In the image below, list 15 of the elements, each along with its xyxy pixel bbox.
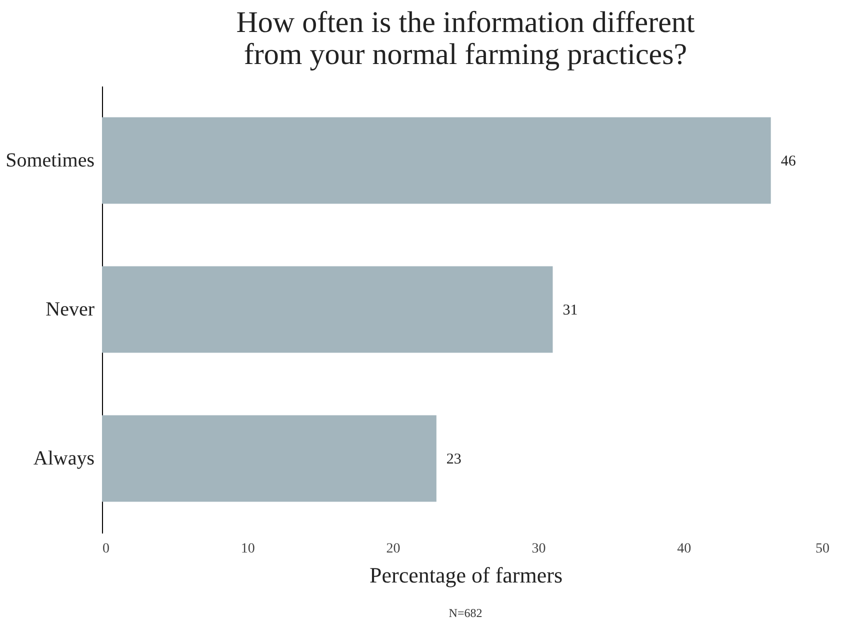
chart-title: How often is the information different from your normal farming practices? <box>236 6 696 71</box>
text: N=682 <box>448 606 482 620</box>
y-tick-label: Always <box>33 448 95 470</box>
x-tick-label: 30 <box>532 542 546 556</box>
data-label: 31 <box>562 302 578 318</box>
x-tick-label: 40 <box>677 542 692 556</box>
x-tick-label: 10 <box>240 542 255 556</box>
x-tick-label: 0 <box>102 542 110 556</box>
x-tick-label: 20 <box>386 542 400 556</box>
x-axis-title: Percentage of farmers <box>369 562 563 588</box>
y-tick-label: Never <box>46 298 95 320</box>
data-label: 46 <box>780 154 796 170</box>
y-tick-label: Sometimes <box>6 150 95 172</box>
x-tick-label: 50 <box>816 542 830 556</box>
data-label: 23 <box>446 452 462 468</box>
